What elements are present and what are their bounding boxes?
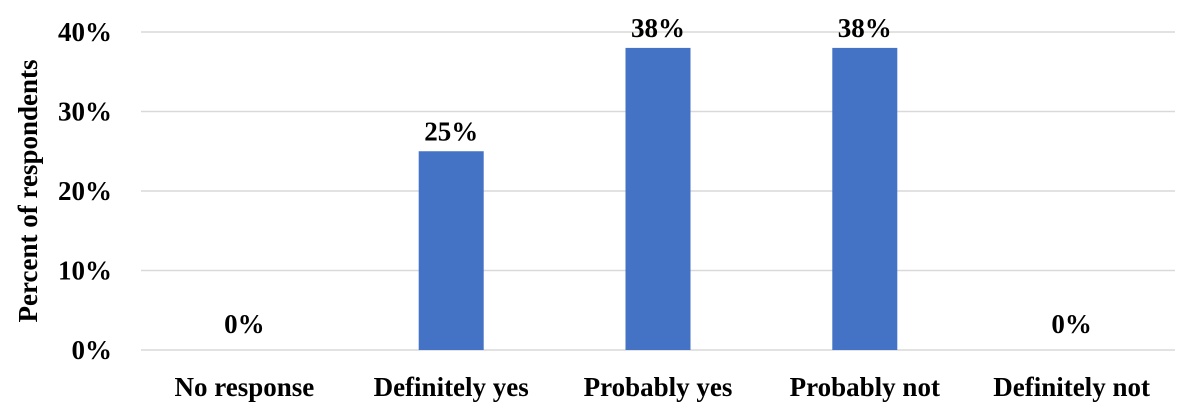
- data-label: 38%: [631, 13, 685, 43]
- category-label: Probably not: [790, 372, 940, 402]
- y-tick-label: 40%: [58, 17, 112, 47]
- bars: [418, 47, 898, 351]
- bar: [832, 47, 898, 351]
- bar: [418, 151, 484, 350]
- y-tick-label: 10%: [58, 256, 112, 286]
- x-axis-categories: No response Definitely yes Probably yes Pro…: [175, 372, 1150, 402]
- data-label: 25%: [424, 116, 478, 146]
- bar: [625, 47, 691, 351]
- data-label: 38%: [838, 13, 892, 43]
- y-axis-ticks: 0% 10% 20% 30% 40%: [58, 17, 112, 365]
- category-label: Probably yes: [584, 372, 733, 402]
- y-axis-label: Percent of respondents: [13, 60, 43, 323]
- data-labels: 0% 25% 38% 38% 0%: [224, 13, 1092, 339]
- category-label: Definitely yes: [374, 372, 529, 402]
- category-label: No response: [175, 372, 315, 402]
- y-tick-label: 0%: [72, 335, 113, 365]
- data-label: 0%: [224, 309, 265, 339]
- category-label: Definitely not: [993, 372, 1150, 402]
- y-tick-label: 30%: [58, 97, 112, 127]
- data-label: 0%: [1051, 309, 1092, 339]
- y-tick-label: 20%: [58, 176, 112, 206]
